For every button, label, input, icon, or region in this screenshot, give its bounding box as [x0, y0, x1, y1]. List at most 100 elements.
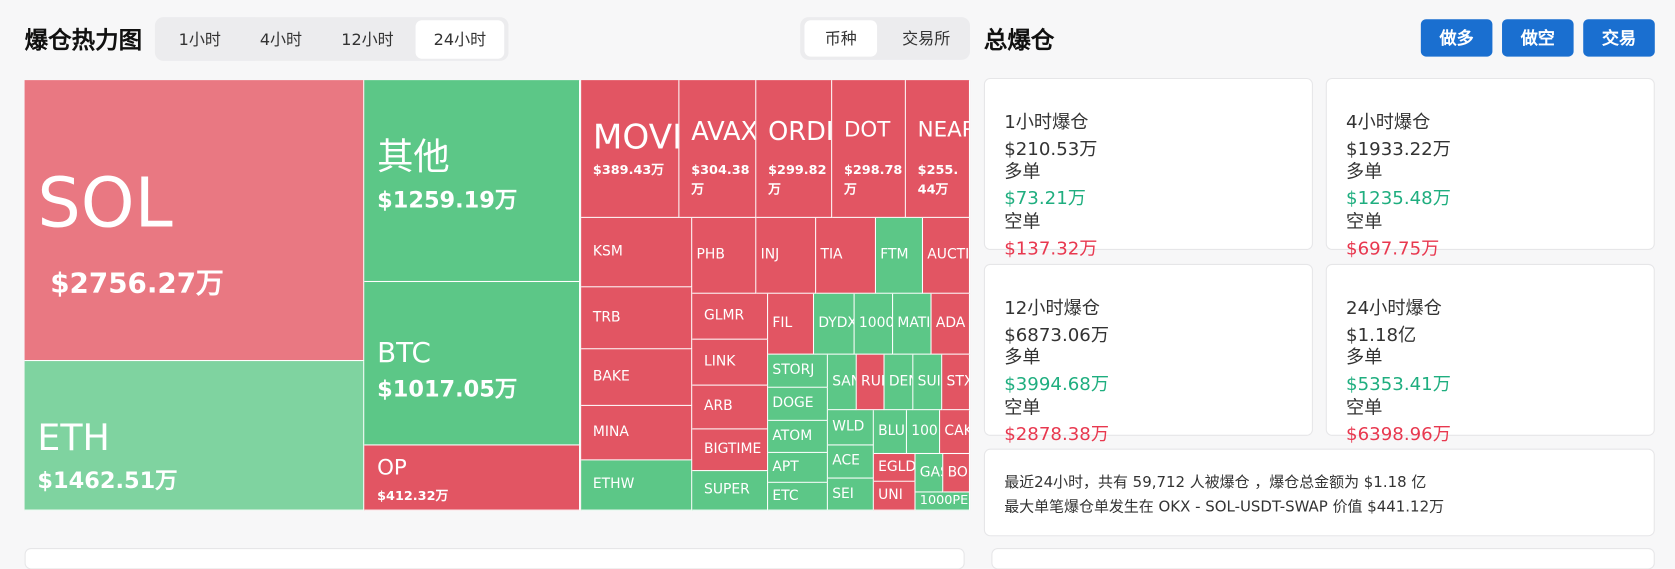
treemap-tile[interactable]: SUPER	[692, 471, 769, 511]
treemap-tile[interactable]: ADA	[931, 293, 971, 355]
treemap-tile[interactable]: TRB	[581, 287, 693, 350]
tile-label: OP	[377, 454, 407, 480]
treemap-tile[interactable]: SUI	[913, 354, 943, 411]
treemap-tile[interactable]: ARB	[692, 385, 769, 430]
treemap-tile[interactable]: ETH $1462.51万	[24, 361, 365, 511]
row-value: $5353.41万	[1346, 373, 1451, 396]
time-tab[interactable]: 4小时	[259, 29, 303, 50]
tile-value: $1462.51万	[37, 467, 178, 494]
tile-value: $255.44万	[917, 162, 959, 197]
treemap-tile[interactable]: 1000	[854, 293, 894, 355]
tile-label: BTC	[377, 337, 431, 370]
treemap-tile[interactable]: BLUR	[873, 410, 907, 455]
row-label: 多单	[1346, 347, 1383, 369]
treemap-tile[interactable]: LINK	[692, 339, 769, 386]
treemap-tile[interactable]: EGLD	[873, 454, 916, 482]
time-tab[interactable]: 1小时	[178, 29, 221, 50]
treemap-tile[interactable]: ORDI $299.82万	[756, 80, 833, 218]
row-value: $1235.48万	[1346, 188, 1451, 210]
row-value: $3994.68万	[1004, 373, 1110, 396]
tile-label: KSM	[592, 243, 623, 260]
treemap-tile[interactable]: BIGTIME	[692, 429, 769, 472]
treemap-tile[interactable]: ACE	[827, 445, 874, 479]
toggle-tab[interactable]: 币种	[804, 20, 878, 57]
row-value: $697.75万	[1346, 238, 1440, 260]
treemap-tile[interactable]: DOT $298.78万	[832, 80, 906, 218]
tile-label: 其他	[377, 135, 450, 179]
card-title: 12小时爆仓	[1004, 298, 1100, 320]
treemap-tile[interactable]: AVAX $304.38万	[679, 80, 757, 218]
treemap-tile[interactable]: ETHW	[581, 460, 693, 511]
card-header: 24小时爆仓 $1.18亿	[1346, 293, 1634, 346]
treemap-tile[interactable]: KSM	[581, 217, 693, 288]
treemap-tile[interactable]: DENT	[884, 354, 914, 411]
tile-value: $299.82万	[768, 162, 827, 197]
tile-label: STX	[946, 373, 969, 390]
treemap-tile[interactable]: INJ	[756, 217, 817, 294]
treemap-tile[interactable]: 1000PEPE	[915, 492, 971, 511]
tile-value: $1017.05万	[377, 376, 518, 402]
tile-label: TIA	[820, 246, 843, 263]
tile-value: $1259.19万	[377, 186, 518, 213]
treemap-tile[interactable]: MATIC	[893, 293, 932, 355]
treemap-tile[interactable]: APT	[768, 452, 828, 483]
time-tab[interactable]: 24小时	[415, 20, 505, 59]
tile-value: $2756.27万	[50, 268, 224, 301]
treemap-tile[interactable]: WLD	[827, 410, 874, 446]
treemap-tile[interactable]: ETC	[768, 482, 828, 511]
tile-label: EGLD	[878, 458, 916, 475]
treemap-tile[interactable]: GAS	[915, 454, 944, 493]
treemap-tile[interactable]: NEAR $255.44万	[905, 80, 971, 218]
treemap-tile[interactable]: DOGE	[768, 387, 828, 421]
tile-value: $412.32万	[377, 488, 449, 504]
card-total: $210.53万	[1004, 138, 1098, 161]
tile-label: MINA	[592, 424, 629, 441]
tile-label: INJ	[760, 246, 780, 263]
treemap-tile[interactable]: SAND	[827, 354, 857, 411]
card-header: 12小时爆仓 $6873.06万	[1004, 293, 1292, 346]
treemap-tile[interactable]: MINA	[581, 405, 693, 461]
row-label: 空单	[1346, 397, 1383, 419]
tile-value: $389.43万	[592, 162, 665, 178]
tile-label: 100	[911, 423, 938, 440]
card-row: 空单 $697.75万	[1346, 206, 1634, 260]
time-tab[interactable]: 12小时	[341, 29, 394, 50]
treemap-tile[interactable]: TIA	[816, 217, 877, 294]
treemap-tile[interactable]: BTC $1017.05万	[364, 282, 581, 446]
treemap-tile[interactable]: OP $412.32万	[364, 445, 581, 511]
treemap-tile[interactable]: GLMR	[692, 293, 769, 340]
row-label: 多单	[1004, 347, 1041, 369]
treemap-tile[interactable]: PHB	[692, 217, 757, 294]
row-label: 多单	[1346, 161, 1383, 183]
treemap-tile[interactable]: AUCTION	[923, 217, 971, 294]
treemap-tile[interactable]: RUNE	[856, 354, 885, 411]
treemap-tile[interactable]: CAKE	[940, 410, 971, 455]
toggle-tab[interactable]: 交易所	[902, 28, 951, 49]
action-button[interactable]: 做空	[1502, 19, 1574, 57]
tile-label: WLD	[832, 418, 865, 435]
treemap-tile[interactable]: BAKE	[581, 349, 693, 406]
action-button[interactable]: 做多	[1420, 19, 1493, 57]
treemap-tile[interactable]: FTM	[876, 217, 924, 294]
treemap-tile[interactable]: SOL $2756.27万	[24, 80, 365, 362]
liquidation-card: 4小时爆仓 $1933.22万 多单 $1235.48万 空单 $697.75万	[1325, 77, 1655, 260]
treemap-tile[interactable]: 100	[906, 410, 941, 455]
tile-label: DOGE	[772, 395, 814, 412]
tile-label: STORJ	[772, 362, 815, 379]
treemap-tile[interactable]: MOVR $389.43万	[581, 80, 680, 218]
treemap-tile[interactable]: STX	[942, 354, 971, 411]
tile-label: TRB	[592, 309, 621, 326]
action-button[interactable]: 交易	[1583, 19, 1655, 57]
treemap-tile[interactable]: ATOM	[768, 420, 828, 453]
summary-card: 最近24小时，共有 59,712 人被爆仓 ，爆仓总金额为 $1.18 亿最大单…	[983, 448, 1655, 537]
tile-label: SOL	[37, 164, 173, 244]
row-value: $137.32万	[1004, 238, 1098, 260]
treemap-tile[interactable]: UNI	[873, 481, 916, 511]
treemap-tile[interactable]: SEI	[827, 478, 874, 511]
treemap-tile[interactable]: STORJ	[768, 354, 828, 388]
row-label: 空单	[1004, 211, 1041, 233]
treemap-tile[interactable]: DYDX	[814, 293, 855, 355]
treemap-tile[interactable]: BOND	[943, 454, 971, 493]
treemap-tile[interactable]: 其他 $1259.19万	[364, 80, 581, 283]
treemap-tile[interactable]: FIL	[768, 293, 815, 355]
